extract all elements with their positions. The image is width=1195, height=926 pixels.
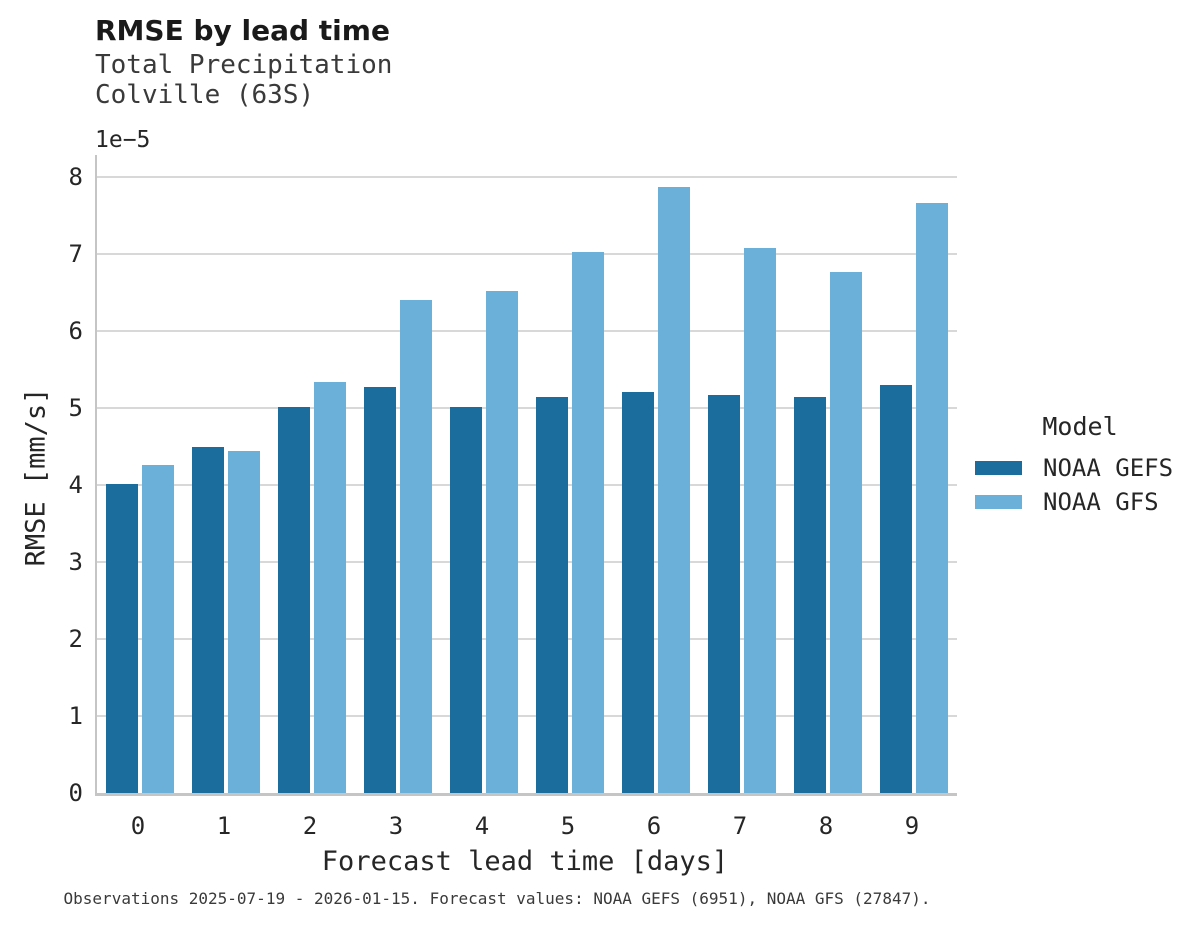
y-tick-label: 2 (68, 625, 83, 654)
bar-noaa-gfs-day2 (314, 382, 346, 793)
legend-title: Model (1042, 412, 1118, 441)
bar-noaa-gefs-day4 (450, 407, 482, 793)
legend-entry: NOAA GFS (975, 485, 1185, 519)
gridline (97, 253, 957, 256)
chart-subtitle-location: Colville (63S) (95, 80, 315, 110)
x-tick-label: 8 (818, 812, 834, 840)
gridline (97, 638, 957, 641)
x-tick-label: 3 (388, 812, 404, 840)
y-tick-label: 7 (68, 240, 83, 269)
chart-subtitle-variable: Total Precipitation (95, 50, 393, 80)
x-tick-label: 1 (216, 812, 232, 840)
bar-noaa-gefs-day0 (106, 484, 138, 793)
plot-area (95, 155, 957, 796)
bar-noaa-gefs-day9 (880, 385, 912, 793)
bar-noaa-gefs-day3 (364, 387, 396, 793)
y-tick-label: 0 (68, 779, 83, 807)
caption: Observations 2025-07-19 - 2026-01-15. Fo… (63, 889, 931, 908)
y-tick-label: 1 (68, 702, 83, 731)
y-tick-label: 5 (68, 394, 83, 423)
y-tick-label: 6 (68, 317, 83, 346)
bar-noaa-gfs-day0 (142, 465, 174, 793)
x-tick-label: 9 (904, 812, 920, 840)
bar-noaa-gefs-day2 (278, 406, 310, 793)
bar-noaa-gfs-day6 (658, 187, 690, 793)
bar-noaa-gefs-day7 (708, 395, 740, 793)
legend-entry: NOAA GEFS (975, 451, 1185, 485)
gridline (97, 407, 957, 410)
gridline (97, 561, 957, 564)
bar-noaa-gfs-day8 (830, 271, 862, 793)
bar-noaa-gfs-day9 (916, 202, 948, 793)
bar-noaa-gfs-day7 (744, 248, 776, 793)
bar-noaa-gefs-day8 (794, 397, 826, 793)
legend: Model NOAA GEFS NOAA GFS (975, 412, 1185, 519)
legend-entries: NOAA GEFS NOAA GFS (975, 451, 1185, 519)
x-tick-label: 7 (732, 812, 748, 840)
x-tick-label: 2 (302, 812, 318, 840)
bar-noaa-gefs-day5 (536, 397, 568, 793)
x-tick-label: 5 (560, 812, 576, 840)
legend-swatch-icon (975, 495, 1022, 509)
x-tick-label: 6 (646, 812, 662, 840)
legend-label: NOAA GFS (1043, 488, 1159, 516)
bar-noaa-gefs-day6 (622, 392, 654, 793)
bar-noaa-gfs-day4 (486, 291, 518, 793)
legend-swatch-icon (975, 461, 1022, 475)
x-axis-label: Forecast lead time [days] (321, 846, 729, 877)
y-tick-label: 8 (68, 163, 83, 192)
gridline (97, 484, 957, 487)
bar-noaa-gfs-day5 (572, 251, 604, 793)
x-tick-label: 4 (474, 812, 490, 840)
y-tick-label: 4 (68, 471, 83, 500)
x-tick-label: 0 (130, 812, 146, 840)
bar-noaa-gefs-day1 (192, 446, 224, 793)
chart-title: RMSE by lead time (95, 14, 390, 47)
bar-noaa-gfs-day1 (228, 450, 260, 793)
y-tick-label: 3 (68, 548, 83, 577)
bar-noaa-gfs-day3 (400, 300, 432, 793)
y-axis-label: RMSE [mm/s] (20, 387, 52, 567)
gridline (97, 176, 957, 179)
legend-label: NOAA GEFS (1043, 454, 1174, 482)
y-axis-offset-text: 1e−5 (95, 127, 151, 153)
gridline (97, 330, 957, 333)
gridline (97, 715, 957, 718)
